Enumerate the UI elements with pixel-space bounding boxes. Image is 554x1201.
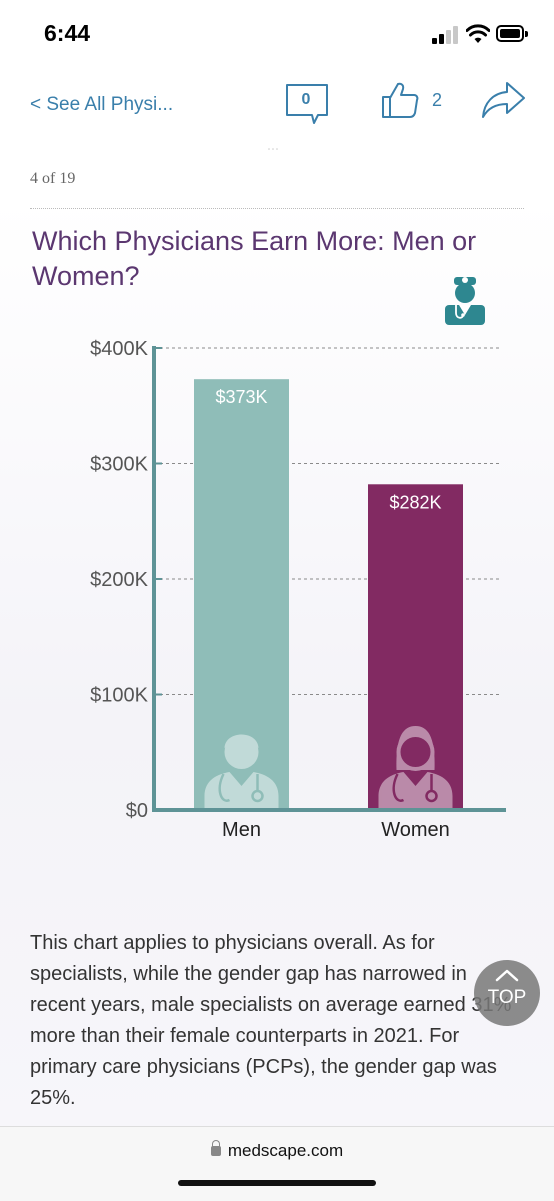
- y-tick-label: $0: [126, 800, 148, 822]
- lock-icon: [210, 1140, 221, 1156]
- doctor-icon: [445, 277, 485, 325]
- more-dots-icon: [268, 148, 278, 150]
- like-count: 2: [432, 90, 443, 110]
- wifi-icon: [466, 24, 490, 43]
- y-tick-label: $400K: [90, 338, 148, 360]
- bar-value-label: $373K: [215, 387, 267, 407]
- bar-women: [368, 484, 463, 810]
- scroll-top-label: TOP: [487, 987, 527, 1008]
- url-display[interactable]: medscape.com: [0, 1140, 554, 1161]
- battery-icon: [496, 25, 524, 42]
- comment-button[interactable]: 0: [284, 82, 330, 126]
- back-link[interactable]: < See All Physi...: [30, 94, 174, 115]
- bar-chart: $0 $100K $200K $300K $400K $373K Men $282K Women: [0, 330, 554, 850]
- battery-tip: [525, 31, 528, 37]
- scroll-top-button[interactable]: TOP: [474, 960, 540, 1026]
- home-indicator: [178, 1180, 376, 1186]
- bar-men: [194, 379, 289, 810]
- chevron-up-icon: [495, 969, 519, 982]
- slide-title: Which Physicians Earn More: Men or Women…: [32, 226, 477, 291]
- bar-value-label: $282K: [389, 492, 441, 512]
- share-icon[interactable]: [480, 80, 526, 120]
- url-bar[interactable]: medscape.com: [0, 1126, 554, 1201]
- slide-counter: 4 of 19: [30, 170, 76, 187]
- comment-icon: [286, 84, 328, 124]
- category-label-women: Women: [381, 819, 450, 841]
- y-tick-label: $200K: [90, 569, 148, 591]
- body-text: This chart applies to physicians overall…: [30, 932, 512, 1109]
- comment-count: 0: [301, 91, 311, 108]
- category-label-men: Men: [222, 819, 261, 841]
- status-icons: [432, 24, 530, 48]
- y-tick-label: $100K: [90, 685, 148, 707]
- signal-icon: [432, 24, 460, 44]
- divider: [30, 208, 524, 209]
- url-domain: medscape.com: [227, 1141, 344, 1160]
- female-doctor-icon: [378, 726, 453, 810]
- status-time: 6:44: [44, 20, 91, 46]
- male-doctor-icon: [204, 734, 279, 810]
- y-tick-label: $300K: [90, 454, 148, 476]
- chart-svg: $0 $100K $200K $300K $400K $373K Men $282K Women: [90, 338, 506, 841]
- like-icon[interactable]: [380, 80, 420, 120]
